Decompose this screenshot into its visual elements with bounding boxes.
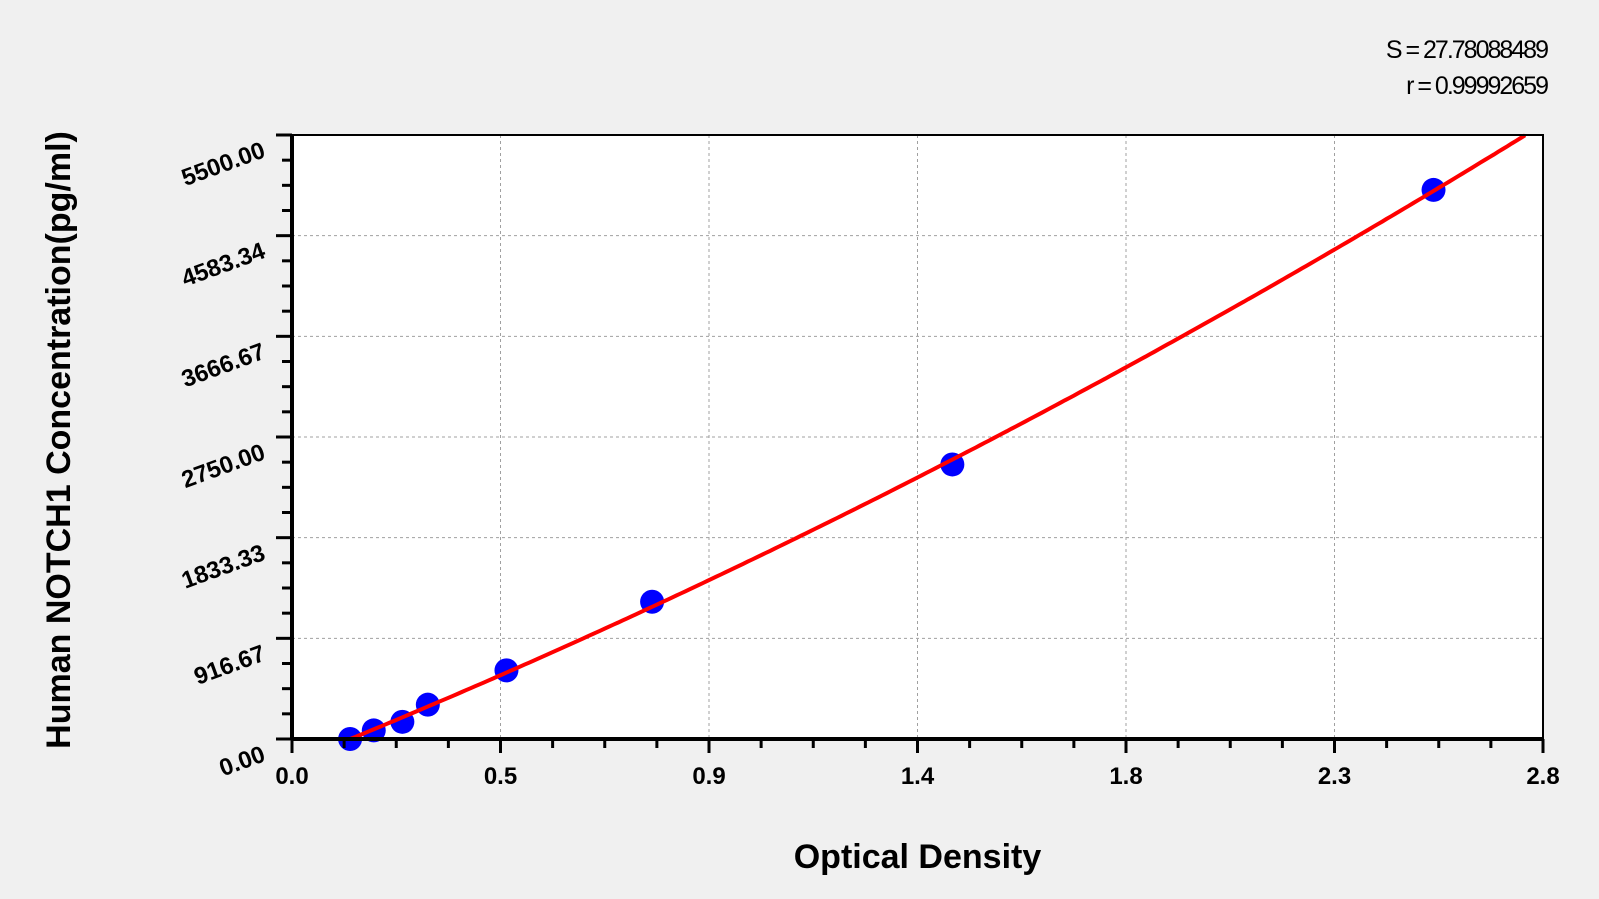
x-tick-label: 1.4 — [901, 763, 935, 790]
x-tick-label: 0.0 — [275, 763, 308, 790]
x-axis-title: Optical Density — [794, 838, 1042, 876]
fit-curve — [349, 133, 1527, 741]
r-statistic: r = 0.99992659 — [1406, 72, 1549, 100]
x-tick-label: 1.8 — [1109, 763, 1142, 790]
x-tick-label: 0.5 — [484, 763, 517, 790]
y-tick-label: 2750.00 — [178, 439, 269, 494]
y-tick-label: 5500.00 — [178, 137, 269, 192]
x-tick-label: 2.8 — [1526, 763, 1559, 790]
s-statistic: S = 27.78088489 — [1385, 36, 1549, 64]
x-tick-label: 2.3 — [1318, 763, 1351, 790]
y-tick-label: 916.67 — [191, 640, 269, 690]
y-tick-label: 4583.34 — [178, 237, 269, 292]
x-tick-label: 0.9 — [692, 763, 725, 790]
y-axis-title: Human NOTCH1 Concentration(pg/ml) — [40, 131, 78, 749]
y-tick-label: 3666.67 — [178, 338, 269, 393]
y-tick-label: 0.00 — [216, 741, 269, 782]
y-tick-label: 1833.33 — [178, 539, 269, 594]
